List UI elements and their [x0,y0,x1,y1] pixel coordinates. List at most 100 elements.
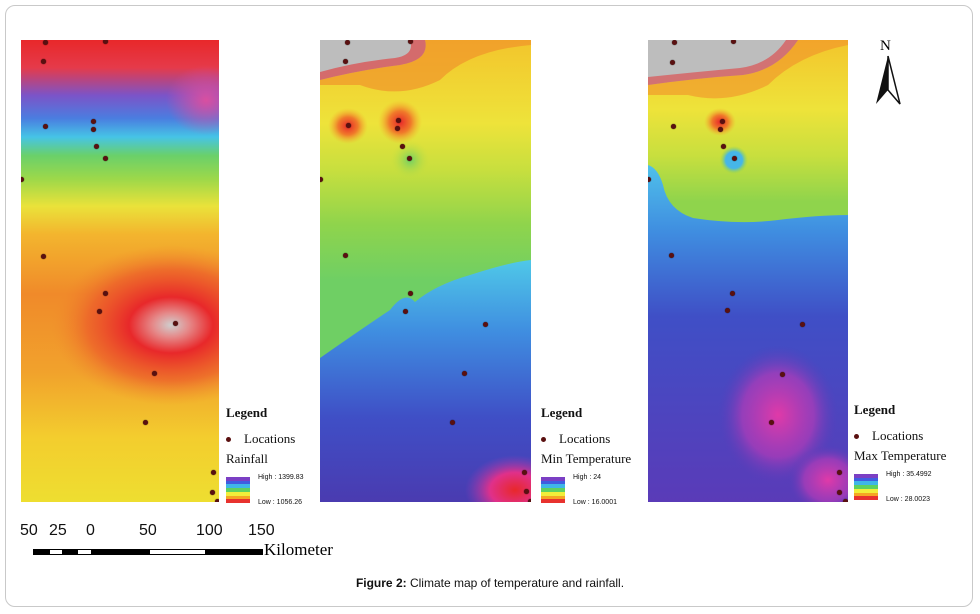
location-dot [143,420,148,425]
location-dot [800,322,805,327]
location-dot [720,119,725,124]
location-dot [407,156,412,161]
color-ramp-step [226,491,250,496]
location-dot [396,118,401,123]
caption-text: Climate map of temperature and rainfall. [406,576,625,590]
location-dot [103,156,108,161]
scale-segment [92,549,149,555]
location-dot [103,40,108,44]
legend-low-value: Low : 1056.26 [258,499,302,506]
color-ramp-step [226,484,250,489]
scale-segment [149,549,206,555]
location-dot [522,470,527,475]
color-ramp-step [541,499,565,504]
legend-color-ramp: High : 1399.83 Low : 1056.26 [226,469,304,507]
location-dot [731,40,736,44]
location-dot [450,420,455,425]
scale-tick-label: 50 [139,522,157,539]
max-temperature-surface [648,40,848,502]
scale-tick-label: 150 [248,522,275,539]
location-dot [669,253,674,258]
location-dot [41,254,46,259]
location-dot [837,490,842,495]
color-ramp-step [226,480,250,485]
color-ramp-step [541,480,565,485]
rainfall-surface [21,40,219,502]
color-ramp-step [854,488,878,493]
location-dot [343,59,348,64]
location-dot [528,499,531,502]
legend-locations: Locations [226,431,295,447]
max-temperature-map [648,40,848,502]
scale-segment [33,549,49,555]
min-temperature-map [320,40,531,502]
location-dot [671,124,676,129]
location-dot [403,309,408,314]
north-label: N [880,38,891,54]
color-ramp-bar [226,477,250,504]
location-symbol [854,433,859,439]
legend-high-value: High : 35.4992 [886,471,932,478]
legend-high-value: High : 1399.83 [258,474,304,481]
location-symbol [226,436,231,442]
color-ramp-step [226,477,250,481]
location-dot [672,40,677,45]
color-ramp-step [854,474,878,478]
location-dot [320,177,323,182]
location-dot [524,489,529,494]
location-dot [343,253,348,258]
legend-low-value: Low : 16.0001 [573,499,617,506]
location-dot [462,371,467,376]
color-ramp-step [541,484,565,489]
location-symbol [541,436,546,442]
location-dot [43,40,48,45]
location-dot [718,127,723,132]
color-ramp-step [854,492,878,497]
location-dot [483,322,488,327]
scale-segment [77,549,92,555]
location-dot [215,499,219,502]
color-ramp-bar [854,474,878,501]
legend-title: Legend [854,402,896,417]
location-dot [346,123,351,128]
location-dot [400,144,405,149]
legend-title: Legend [226,405,268,420]
location-dot [408,40,413,44]
location-dot [730,291,735,296]
color-ramp-step [541,477,565,481]
legend-variable-name: Min Temperature [541,451,632,466]
color-ramp-step [226,499,250,504]
scale-tick-label: 100 [196,522,223,539]
legend-color-ramp: High : 35.4992 Low : 28.0023 [854,466,946,504]
color-ramp-step [541,488,565,492]
legend-variable-name: Max Temperature [854,448,947,463]
legend-title: Legend [541,405,583,420]
legend-low-value: Low : 28.0023 [886,496,930,503]
location-dot [780,372,785,377]
location-dot [345,40,350,45]
location-dot [97,309,102,314]
location-dot [173,321,178,326]
min-temperature-legend: Legend Locations Min Temperature High : … [541,405,631,507]
location-dot [837,470,842,475]
location-dot [91,119,96,124]
scale-segment [49,549,63,555]
color-ramp-step [854,485,878,489]
color-ramp-step [854,481,878,486]
location-dot [91,127,96,132]
scale-bar: 50 25 0 50 100 150 Kilometer [20,522,350,572]
location-dot [721,144,726,149]
location-dot [732,156,737,161]
scale-segment [63,549,77,555]
max-temperature-legend: Legend Locations Max Temperature High : … [854,402,946,504]
location-dot [648,177,651,182]
color-ramp-step [854,477,878,482]
location-dot [843,499,848,502]
legend-high-value: High : 24 [573,474,602,481]
location-dot [395,126,400,131]
location-dot [43,124,48,129]
location-dot [41,59,46,64]
legend-color-ramp: High : 24 Low : 16.0001 [541,469,631,507]
color-ramp-step [226,488,250,492]
location-dot [769,420,774,425]
